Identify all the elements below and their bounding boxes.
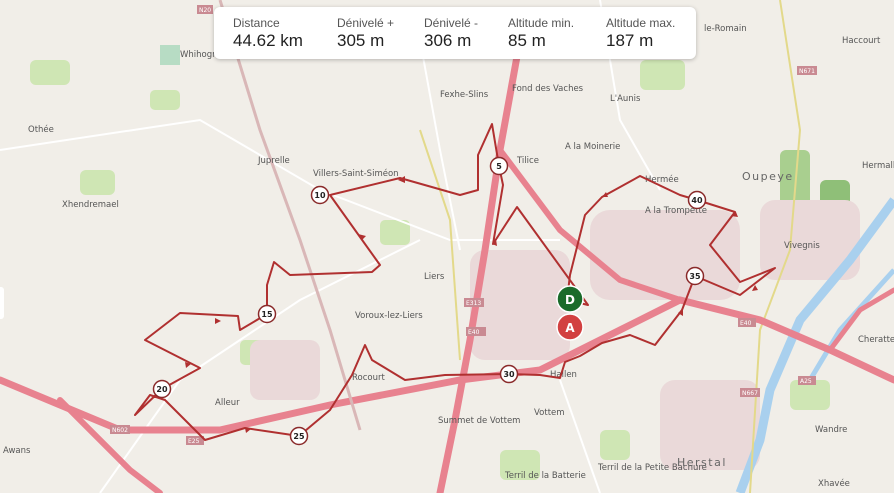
svg-text:E313: E313 bbox=[466, 300, 481, 307]
svg-text:Voroux-lez-Liers: Voroux-lez-Liers bbox=[355, 311, 423, 321]
svg-text:Summet de Vottem: Summet de Vottem bbox=[438, 416, 520, 426]
svg-text:Villers-Saint-Siméon: Villers-Saint-Siméon bbox=[313, 168, 399, 179]
svg-text:D: D bbox=[565, 293, 575, 307]
svg-text:Herstal: Herstal bbox=[677, 456, 727, 469]
stat-altitude-max: Altitude max. 187 m bbox=[606, 15, 676, 50]
svg-text:Hallen: Hallen bbox=[550, 370, 577, 380]
svg-text:Oupeye: Oupeye bbox=[742, 170, 794, 183]
place-labels: Othée Whihogne Juprelle Villers-Saint-Si… bbox=[3, 24, 894, 489]
secondary-roads bbox=[419, 0, 802, 493]
svg-text:Hermalle: Hermalle bbox=[862, 161, 894, 171]
svg-text:Wandre: Wandre bbox=[815, 425, 847, 435]
km-marker-20: 20 bbox=[152, 379, 172, 399]
e25-shield-label: E25 bbox=[188, 438, 200, 445]
svg-text:E40: E40 bbox=[740, 320, 752, 327]
svg-text:E40: E40 bbox=[468, 329, 480, 336]
svg-text:L'Aunis: L'Aunis bbox=[610, 94, 641, 104]
end-marker[interactable]: A bbox=[556, 313, 584, 341]
svg-text:A la Trompette: A la Trompette bbox=[645, 206, 707, 216]
stat-altitude-min: Altitude min. 85 m bbox=[508, 15, 575, 50]
canal bbox=[807, 268, 894, 382]
km-marker-label: 15 bbox=[261, 310, 273, 319]
km-marker-label: 5 bbox=[496, 162, 502, 171]
km-marker-label: 20 bbox=[156, 385, 168, 394]
svg-text:Fond des Vaches: Fond des Vaches bbox=[512, 84, 584, 94]
km-marker-label: 30 bbox=[503, 370, 515, 379]
svg-text:Othée: Othée bbox=[28, 124, 54, 135]
svg-text:Vottem: Vottem bbox=[534, 408, 565, 418]
km-marker-10: 10 bbox=[310, 185, 330, 205]
svg-text:N671: N671 bbox=[799, 68, 815, 75]
svg-text:Tilice: Tilice bbox=[516, 156, 539, 166]
km-marker-40: 40 bbox=[687, 190, 707, 210]
svg-text:Alleur: Alleur bbox=[215, 398, 240, 408]
svg-text:Juprelle: Juprelle bbox=[257, 156, 290, 166]
svg-text:Terril de la Batterie: Terril de la Batterie bbox=[504, 471, 586, 481]
km-marker-label: 25 bbox=[293, 432, 305, 441]
svg-text:N602: N602 bbox=[112, 427, 128, 434]
direction-arrows bbox=[185, 176, 758, 433]
svg-text:Terril de la Petite Bacnure: Terril de la Petite Bacnure bbox=[597, 463, 707, 473]
km-marker-35: 35 bbox=[685, 266, 705, 286]
stat-elevation-gain: Dénivelé +305 m bbox=[337, 15, 395, 50]
km-marker-label: 35 bbox=[689, 272, 701, 281]
svg-text:Liers: Liers bbox=[424, 272, 445, 282]
svg-text:Haccourt: Haccourt bbox=[842, 36, 881, 46]
side-panel-handle[interactable] bbox=[0, 287, 4, 319]
km-marker-label: 40 bbox=[691, 196, 703, 205]
km-marker-5: 5 bbox=[489, 156, 509, 176]
arrow-icon bbox=[358, 234, 366, 240]
svg-text:le-Romain: le-Romain bbox=[704, 24, 747, 34]
start-marker[interactable]: D bbox=[556, 285, 584, 313]
svg-text:Hermée: Hermée bbox=[645, 174, 679, 185]
route-stats-panel: Distance 44.62 km Dénivelé +305 m Dénivel… bbox=[214, 7, 696, 59]
n20-road bbox=[218, 0, 362, 431]
road-shields: N20 E40 E313 N671 N602 A25 N667 E40 E25 bbox=[110, 5, 817, 445]
stat-distance: Distance 44.62 km bbox=[233, 15, 303, 50]
svg-text:Xhendremael: Xhendremael bbox=[62, 200, 119, 210]
svg-text:Xhavée: Xhavée bbox=[818, 478, 850, 489]
highways bbox=[0, 36, 894, 493]
km-marker-30: 30 bbox=[499, 364, 519, 384]
km-markers: 5 10 15 20 25 30 35 40 bbox=[152, 156, 707, 446]
route-line[interactable] bbox=[134, 123, 776, 441]
svg-text:Vivegnis: Vivegnis bbox=[784, 241, 820, 251]
svg-text:N20: N20 bbox=[199, 7, 211, 14]
stat-elevation-loss: Dénivelé -306 m bbox=[424, 15, 479, 50]
km-marker-label: 10 bbox=[314, 191, 326, 200]
svg-text:A la Moinerie: A la Moinerie bbox=[565, 142, 620, 152]
svg-text:Awans: Awans bbox=[3, 446, 31, 456]
svg-text:Rocourt: Rocourt bbox=[352, 373, 385, 383]
svg-text:Cheratte: Cheratte bbox=[858, 335, 894, 345]
km-marker-25: 25 bbox=[289, 426, 309, 446]
svg-text:Whihogne: Whihogne bbox=[180, 50, 223, 60]
svg-text:A: A bbox=[565, 321, 575, 335]
svg-text:N667: N667 bbox=[742, 390, 758, 397]
svg-text:A25: A25 bbox=[800, 378, 812, 385]
km-marker-15: 15 bbox=[257, 304, 277, 324]
river-meuse bbox=[735, 197, 894, 493]
svg-text:Fexhe-Slins: Fexhe-Slins bbox=[440, 90, 489, 100]
